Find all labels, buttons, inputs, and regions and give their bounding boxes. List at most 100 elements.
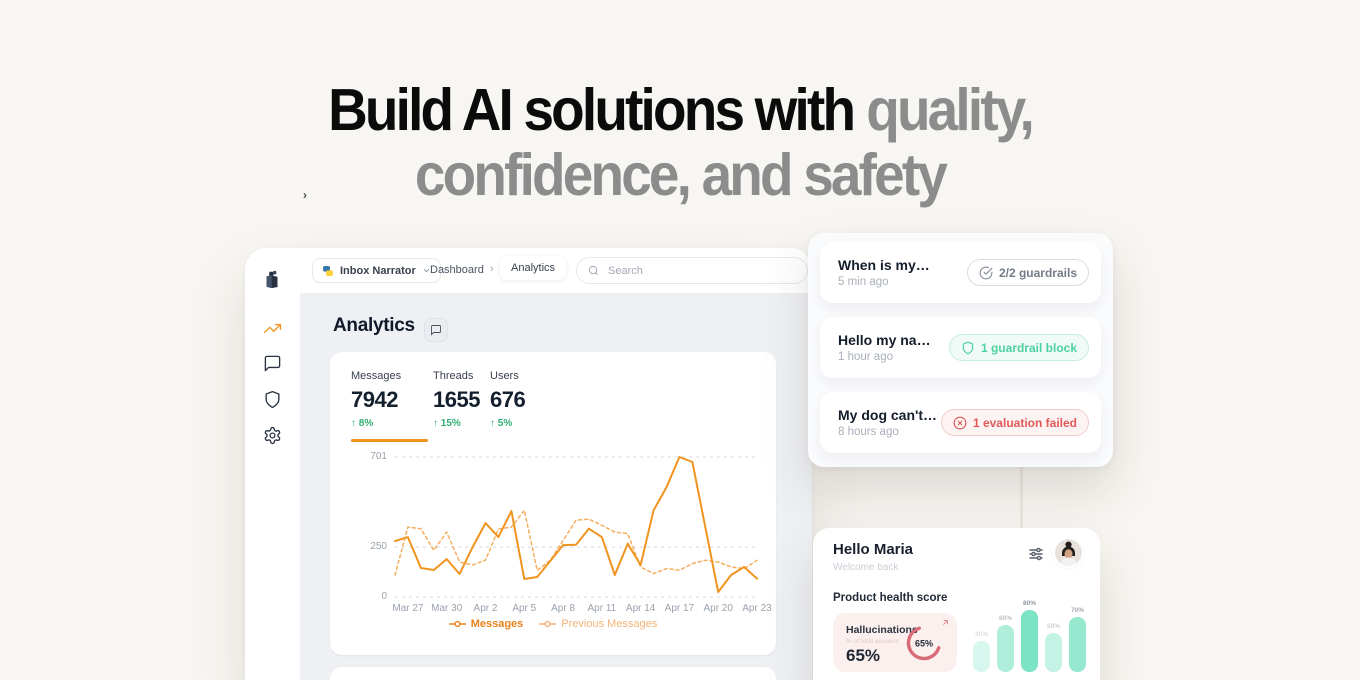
workspace-name: Inbox Narrator — [340, 264, 416, 277]
greeting-subtitle: Welcome back — [833, 562, 899, 573]
thread-card[interactable]: My dog can't… 8 hours ago 1 evaluation f… — [820, 392, 1101, 453]
shield-icon — [265, 390, 280, 409]
health-bar: 60% — [997, 615, 1014, 672]
thread-time: 1 hour ago — [838, 351, 893, 363]
python-icon — [323, 265, 333, 276]
gear-icon — [264, 426, 281, 445]
stat-delta: ↑ 8% — [351, 418, 374, 429]
shield-icon — [962, 341, 974, 354]
badge-label: 1 evaluation failed — [972, 415, 1077, 430]
sidebar — [245, 248, 300, 680]
search-input[interactable] — [606, 263, 796, 278]
main-content: Analytics Messages 7942 ↑ 8% Threads 165… — [300, 293, 812, 680]
legend-marker-dashed — [539, 620, 557, 628]
check-circle-icon — [979, 266, 993, 279]
sidebar-item-guardrails[interactable] — [263, 390, 282, 409]
chat-bubble-icon — [431, 325, 441, 336]
avatar[interactable] — [1055, 539, 1082, 566]
sidebar-item-analytics[interactable] — [263, 319, 282, 338]
health-bar-label: 50% — [1046, 623, 1061, 630]
hero-headline-line2: confidence, and safety — [414, 141, 948, 208]
legend-item-messages[interactable]: Messages — [448, 618, 524, 630]
thread-info: When is my… 5 min ago — [838, 257, 930, 288]
message-bubble-icon — [264, 355, 281, 372]
decorative-chevron: › — [303, 188, 307, 202]
stat-users[interactable]: Users 676 ↑ 5% — [490, 370, 526, 429]
legend-label: Messages — [470, 618, 524, 630]
health-bar-label: 80% — [1022, 600, 1037, 607]
stat-value: 1655 — [433, 387, 480, 412]
breadcrumb-separator: › — [490, 263, 494, 275]
stat-threads[interactable]: Threads 1655 ↑ 15% — [433, 370, 480, 429]
active-stat-underline — [351, 439, 428, 442]
greeting: Hello Maria — [833, 541, 914, 558]
donut-center-label: 65% — [915, 639, 933, 649]
thread-card[interactable]: When is my… 5 min ago 2/2 guardrails — [820, 242, 1101, 303]
stat-messages[interactable]: Messages 7942 ↑ 8% — [351, 370, 401, 429]
thread-title: My dog can't… — [838, 407, 937, 423]
stat-label: Users — [490, 370, 519, 382]
health-bar: 50% — [1045, 623, 1062, 672]
sidebar-item-messages[interactable] — [263, 354, 282, 373]
arrow-up-right-icon — [941, 618, 950, 627]
x-tick-label: Apr 14 — [625, 603, 656, 614]
stat-delta: ↑ 15% — [433, 418, 461, 429]
legend-item-previous-messages[interactable]: Previous Messages — [539, 618, 657, 630]
sliders-icon[interactable] — [1029, 547, 1043, 561]
thread-card[interactable]: Hello my na… 1 hour ago 1 guardrail bloc… — [820, 317, 1101, 378]
hero-headline-dark: Build AI solutions with — [328, 76, 856, 143]
x-tick-label: Apr 2 — [473, 603, 498, 614]
search-bar[interactable] — [576, 257, 808, 284]
stat-label: Threads — [433, 370, 474, 382]
hallucinations-value: 65% — [846, 646, 881, 665]
x-tick-label: Apr 11 — [587, 603, 617, 614]
messages-line-chart: 0 250 701 Mar 27 Mar 30 Apr 2 Apr 5 Apr 8 Apr 1… — [370, 451, 771, 614]
page-title: Analytics — [333, 315, 415, 336]
threads-panel: When is my… 5 min ago 2/2 guardrails Hel… — [808, 233, 1113, 467]
health-bar: 40% — [973, 631, 990, 672]
chevron-down-icon — [423, 269, 429, 273]
stat-label: Messages — [351, 370, 402, 382]
evaluation-failed-badge: 1 evaluation failed — [940, 409, 1089, 436]
guardrails-badge: 2/2 guardrails — [966, 259, 1089, 286]
line-chart-plot — [394, 456, 758, 598]
search-icon — [588, 265, 598, 275]
thread-info: Hello my na… 1 hour ago — [838, 332, 931, 363]
legend-marker-solid — [448, 620, 466, 628]
breadcrumb-analytics[interactable]: Analytics — [500, 256, 567, 280]
panel-connector-line — [1020, 460, 1023, 532]
sidebar-item-settings[interactable] — [263, 426, 282, 445]
legend-label: Previous Messages — [561, 618, 658, 630]
x-tick-label: Mar 30 — [431, 603, 463, 614]
page-chat-button[interactable] — [424, 318, 448, 342]
chart-legend: Messages Previous Messages — [330, 618, 776, 630]
x-axis-ticks: Mar 27 Mar 30 Apr 2 Apr 5 Apr 8 Apr 11 Apr 14 A… — [392, 603, 771, 615]
badge-label: 1 guardrail block — [980, 340, 1077, 355]
y-tick-label: 250 — [370, 541, 387, 553]
hero-headline: Build AI solutions with quality, confidenc… — [48, 76, 1313, 208]
breadcrumb-dashboard[interactable]: Dashboard — [430, 264, 484, 276]
health-bar-chart: 40% 60% 80% 50% 70% — [973, 556, 1089, 672]
health-bar-label: 60% — [998, 615, 1013, 622]
workspace-switcher[interactable]: Inbox Narrator — [312, 258, 441, 283]
hallucinations-card[interactable]: Hallucinations % of total answers 65% 65… — [833, 613, 957, 672]
health-bar: 70% — [1069, 607, 1086, 672]
thread-title: Hello my na… — [838, 332, 931, 348]
badge-label: 2/2 guardrails — [998, 265, 1077, 280]
stat-value: 7942 — [351, 387, 398, 412]
x-tick-label: Apr 17 — [664, 603, 695, 614]
trending-up-icon — [263, 323, 282, 334]
app-logo-icon[interactable] — [260, 268, 284, 292]
hallucinations-donut: 65% — [906, 625, 942, 661]
x-tick-label: Apr 20 — [703, 603, 733, 614]
maria-card: Hello Maria Welcome back Product health … — [813, 528, 1100, 680]
thread-time: 8 hours ago — [838, 426, 899, 438]
thread-info: My dog can't… 8 hours ago — [838, 407, 937, 438]
thread-time: 5 min ago — [838, 276, 889, 288]
health-bar-label: 40% — [974, 631, 989, 638]
guardrail-block-badge: 1 guardrail block — [948, 334, 1089, 361]
stat-value: 676 — [490, 387, 526, 412]
health-section-title: Product health score — [833, 592, 948, 604]
health-bar-label: 70% — [1070, 607, 1085, 614]
